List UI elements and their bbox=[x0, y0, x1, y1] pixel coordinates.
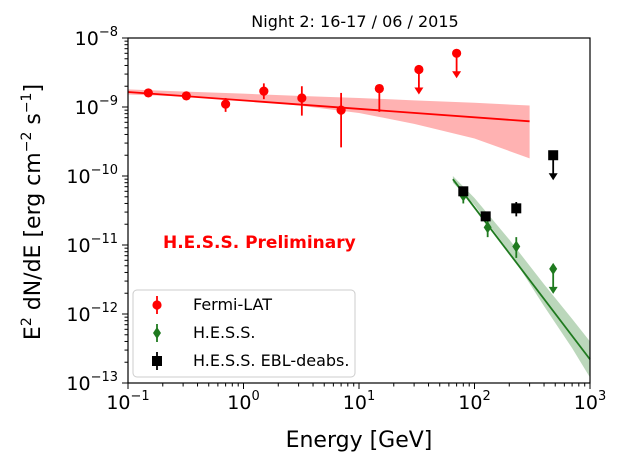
legend-label-hess: H.E.S.S. bbox=[193, 323, 256, 342]
hess-point-marker bbox=[512, 240, 521, 253]
hess-data-point bbox=[512, 237, 521, 258]
hess-ebl-data-point bbox=[511, 201, 522, 217]
fermi-data-point bbox=[143, 88, 153, 98]
fermi-point-marker bbox=[259, 86, 269, 96]
legend-marker-hess-ebl bbox=[152, 352, 162, 370]
fermi-data-point bbox=[221, 98, 231, 112]
hess-ebl-point-marker bbox=[458, 186, 469, 197]
x-axis-title: Energy [GeV] bbox=[286, 428, 433, 453]
hess-ebl-point-marker bbox=[480, 211, 491, 222]
fermi-confidence-band bbox=[128, 89, 530, 159]
hess-upper-limit-marker bbox=[549, 262, 558, 275]
hess-ebl-upper-limit-arrowhead bbox=[548, 173, 558, 181]
y-tick-label: 10−13 bbox=[66, 370, 118, 395]
chart-title: Night 2: 16-17 / 06 / 2015 bbox=[251, 12, 458, 31]
hess-ebl-point-marker bbox=[511, 203, 522, 214]
x-axis: 10−1 100 101 102 103 bbox=[106, 383, 606, 414]
y-tick-label: 10−12 bbox=[66, 301, 118, 326]
x-tick-label: 102 bbox=[458, 389, 490, 414]
fermi-data-point bbox=[259, 83, 269, 100]
fermi-data-point bbox=[297, 86, 307, 116]
hess-ebl-upper-limit bbox=[548, 150, 559, 181]
y-axis: 10−13 10−12 10−11 10−10 10−9 10−8 bbox=[66, 25, 128, 395]
x-tick-label: 10−1 bbox=[106, 389, 149, 414]
legend-marker-hess bbox=[153, 324, 161, 342]
fermi-point-marker bbox=[221, 99, 231, 109]
legend-marker-fermi-shape bbox=[152, 300, 162, 310]
fermi-upper-limit bbox=[414, 64, 424, 95]
y-tick-label: 10−11 bbox=[66, 232, 118, 257]
y-tick-label: 10−10 bbox=[66, 163, 118, 188]
hess-upper-limit-arrowhead bbox=[548, 286, 558, 294]
fermi-upper-limit-arrowhead bbox=[414, 87, 424, 95]
x-tick-label: 101 bbox=[343, 389, 375, 414]
fermi-point-marker bbox=[374, 83, 384, 94]
hess-ebl-upper-limit-marker bbox=[548, 150, 559, 161]
legend: Fermi-LAT H.E.S.S. H.E.S.S. EBL-deabs. bbox=[132, 289, 356, 378]
fermi-upper-limit-arrowhead bbox=[452, 71, 462, 79]
x-tick-label: 100 bbox=[227, 389, 259, 414]
legend-frame bbox=[132, 289, 356, 378]
legend-marker-hess-ebl-shape bbox=[152, 356, 162, 366]
hess-upper-limit bbox=[548, 262, 558, 294]
fermi-point-marker bbox=[181, 91, 191, 101]
legend-marker-fermi bbox=[152, 296, 162, 314]
fermi-point-marker bbox=[297, 93, 307, 103]
y-tick-label: 10−8 bbox=[75, 25, 118, 50]
fermi-model-line bbox=[127, 91, 530, 123]
fermi-data-point bbox=[336, 92, 346, 148]
hess-ebl-data-point bbox=[480, 211, 491, 222]
plot-area bbox=[127, 48, 591, 378]
legend-marker-hess-shape bbox=[153, 327, 161, 339]
fermi-point-marker bbox=[143, 88, 153, 98]
y-tick-label: 10−9 bbox=[75, 94, 118, 119]
fermi-point-marker bbox=[336, 105, 346, 115]
hess-ebl-data-point bbox=[458, 186, 469, 197]
legend-label-hess-ebl: H.E.S.S. EBL-deabs. bbox=[193, 351, 349, 370]
hess-point-marker bbox=[483, 221, 492, 234]
y-axis-title: E2 dN/dE [erg cm−2 s−1] bbox=[19, 84, 46, 340]
fermi-upper-limit-marker bbox=[452, 48, 462, 58]
legend-label-fermi: Fermi-LAT bbox=[193, 295, 272, 314]
hess-model-line bbox=[452, 178, 591, 360]
fermi-upper-limit bbox=[452, 48, 462, 79]
preliminary-annotation: H.E.S.S. Preliminary bbox=[163, 233, 356, 253]
fermi-data-point bbox=[181, 91, 191, 101]
hess-data-point bbox=[483, 220, 492, 238]
fermi-upper-limit-marker bbox=[414, 64, 424, 75]
x-tick-label: 103 bbox=[574, 389, 606, 414]
fermi-data-point bbox=[374, 83, 384, 112]
